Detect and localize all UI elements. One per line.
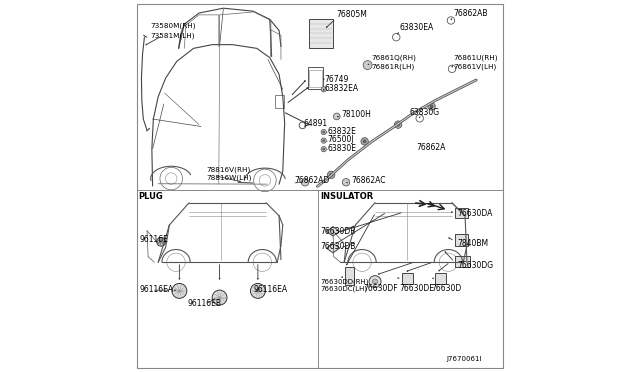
Text: J7670061I: J7670061I bbox=[447, 356, 482, 362]
Circle shape bbox=[328, 171, 335, 179]
Text: 78100H: 78100H bbox=[342, 110, 371, 119]
Text: 63832EA: 63832EA bbox=[324, 84, 358, 93]
Circle shape bbox=[369, 276, 381, 288]
Circle shape bbox=[321, 87, 326, 92]
Text: 76630DG: 76630DG bbox=[457, 261, 493, 270]
Circle shape bbox=[323, 148, 325, 150]
Text: 76861Q(RH): 76861Q(RH) bbox=[371, 55, 416, 61]
Circle shape bbox=[342, 179, 349, 186]
Text: 76861V(LH): 76861V(LH) bbox=[453, 64, 497, 70]
Text: 76862AB: 76862AB bbox=[453, 9, 488, 17]
Text: 63832E: 63832E bbox=[328, 127, 356, 136]
Circle shape bbox=[428, 103, 435, 110]
Bar bbox=[454, 234, 468, 246]
Bar bbox=[402, 273, 413, 284]
Bar bbox=[435, 273, 445, 284]
Text: 78816W(LH): 78816W(LH) bbox=[207, 175, 252, 181]
Circle shape bbox=[321, 147, 326, 152]
Text: 78816V(RH): 78816V(RH) bbox=[207, 166, 251, 173]
Text: 63830E: 63830E bbox=[328, 144, 356, 153]
Circle shape bbox=[397, 123, 399, 126]
Circle shape bbox=[323, 131, 325, 133]
Circle shape bbox=[157, 237, 166, 246]
Circle shape bbox=[250, 283, 266, 298]
Text: 7840BM: 7840BM bbox=[458, 238, 489, 247]
Text: 73580M(RH): 73580M(RH) bbox=[151, 23, 196, 29]
Text: 76862A: 76862A bbox=[417, 143, 446, 152]
Text: 76500J: 76500J bbox=[328, 135, 354, 144]
Text: 96116E: 96116E bbox=[140, 235, 169, 244]
Text: 64891: 64891 bbox=[303, 119, 328, 128]
Text: 96116EB: 96116EB bbox=[188, 299, 222, 308]
Text: 76749: 76749 bbox=[324, 75, 349, 84]
Circle shape bbox=[321, 129, 326, 135]
Circle shape bbox=[321, 138, 326, 143]
Bar bbox=[309, 70, 322, 87]
Text: 76630DB: 76630DB bbox=[321, 242, 356, 251]
Text: 76862AC: 76862AC bbox=[351, 176, 385, 185]
Text: 63830G: 63830G bbox=[410, 108, 440, 117]
Text: 76630DA: 76630DA bbox=[458, 209, 493, 218]
Text: 76862AD: 76862AD bbox=[294, 176, 329, 185]
Text: 76630D: 76630D bbox=[431, 284, 462, 293]
Text: 73581M(LH): 73581M(LH) bbox=[151, 32, 195, 39]
Text: 76805M: 76805M bbox=[337, 10, 367, 19]
Circle shape bbox=[363, 140, 366, 143]
Circle shape bbox=[430, 105, 433, 108]
Text: INSULATOR: INSULATOR bbox=[321, 192, 374, 201]
Text: 76630DD(RH): 76630DD(RH) bbox=[321, 279, 369, 285]
Text: 76630DC(LH): 76630DC(LH) bbox=[321, 286, 368, 292]
Bar bbox=[309, 19, 333, 48]
Text: 76630DE: 76630DE bbox=[399, 284, 435, 293]
Circle shape bbox=[394, 121, 402, 128]
Text: 76630DB: 76630DB bbox=[321, 227, 356, 236]
Text: 63830EA: 63830EA bbox=[400, 23, 434, 32]
Polygon shape bbox=[326, 227, 340, 236]
Circle shape bbox=[361, 138, 369, 145]
Bar bbox=[454, 256, 470, 267]
Circle shape bbox=[172, 283, 187, 298]
Polygon shape bbox=[326, 243, 340, 253]
Circle shape bbox=[323, 140, 325, 142]
Text: 76861U(RH): 76861U(RH) bbox=[453, 55, 498, 61]
Text: 76630DF: 76630DF bbox=[363, 284, 398, 293]
Circle shape bbox=[333, 113, 340, 120]
Circle shape bbox=[301, 179, 309, 186]
Text: 96116EA: 96116EA bbox=[140, 285, 174, 294]
Bar bbox=[454, 208, 468, 218]
Circle shape bbox=[330, 173, 333, 176]
Circle shape bbox=[372, 279, 378, 284]
Circle shape bbox=[363, 61, 372, 70]
Circle shape bbox=[212, 290, 227, 305]
Text: 96116EA: 96116EA bbox=[253, 285, 287, 294]
Bar bbox=[345, 267, 354, 285]
Text: 76861R(LH): 76861R(LH) bbox=[371, 64, 415, 70]
Bar bbox=[275, 95, 284, 108]
Bar bbox=[308, 67, 323, 89]
Text: PLUG: PLUG bbox=[138, 192, 163, 201]
